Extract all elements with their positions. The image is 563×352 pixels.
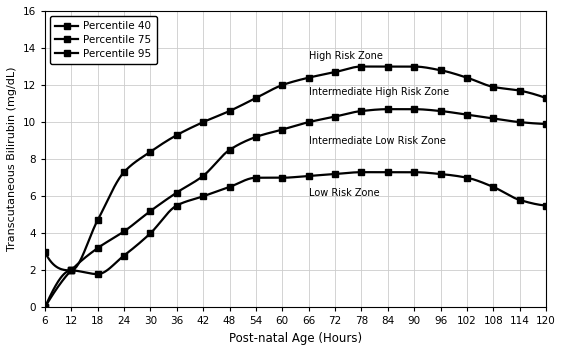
Text: High Risk Zone: High Risk Zone [309, 51, 382, 61]
Text: Intermediate High Risk Zone: Intermediate High Risk Zone [309, 88, 449, 98]
Legend: Percentile 40, Percentile 75, Percentile 95: Percentile 40, Percentile 75, Percentile… [50, 16, 157, 64]
X-axis label: Post-natal Age (Hours): Post-natal Age (Hours) [229, 332, 362, 345]
Text: Low Risk Zone: Low Risk Zone [309, 188, 379, 199]
Text: Intermediate Low Risk Zone: Intermediate Low Risk Zone [309, 136, 445, 146]
Y-axis label: Transcutaneous Bilirubin (mg/dL): Transcutaneous Bilirubin (mg/dL) [7, 67, 17, 251]
